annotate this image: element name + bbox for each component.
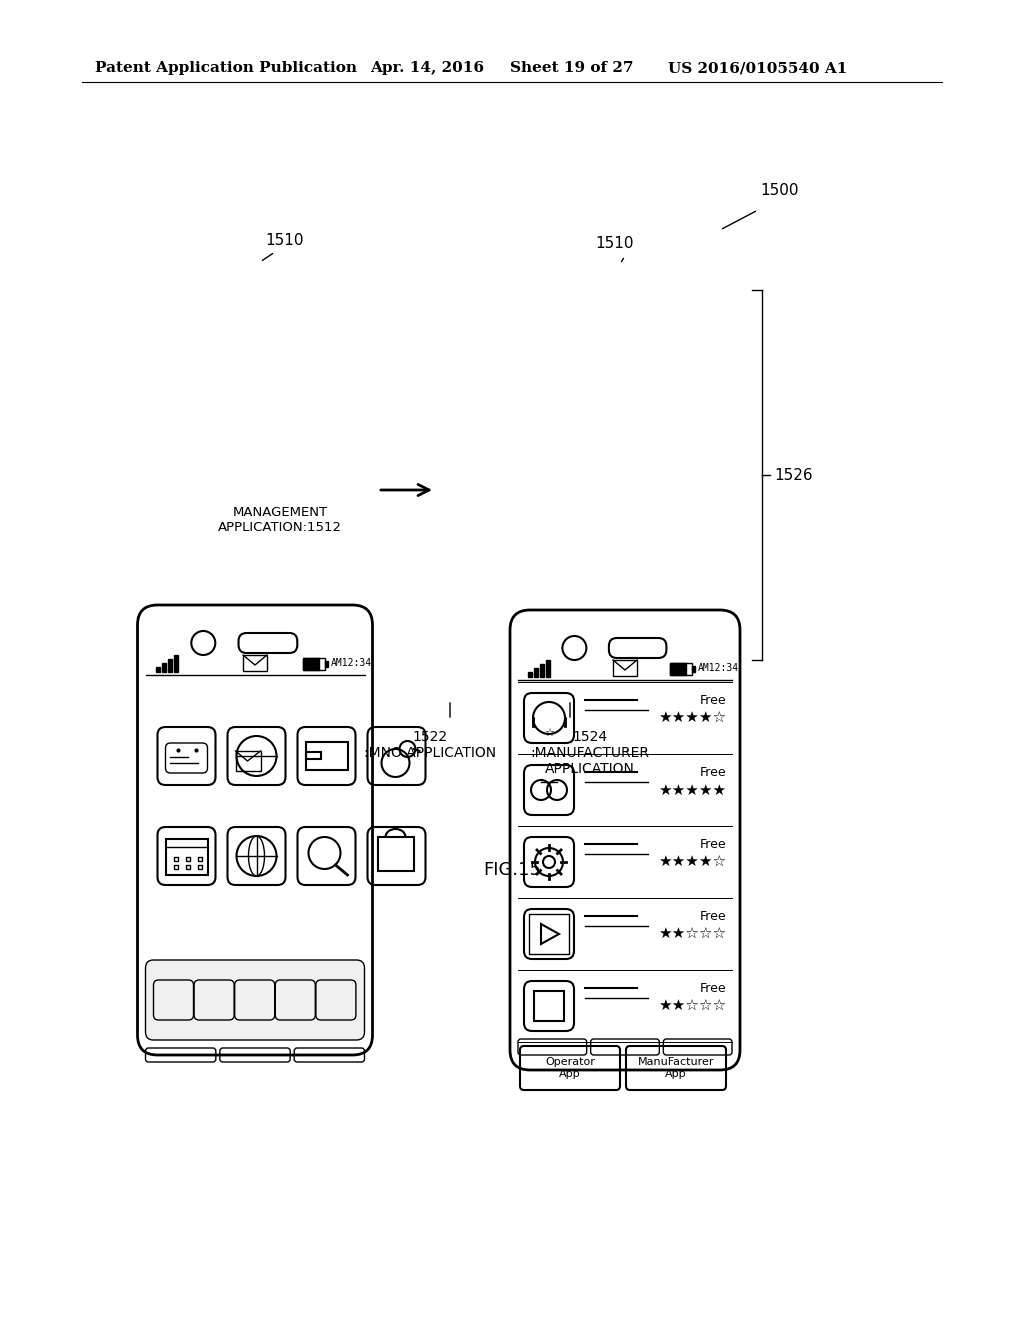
Bar [162,663,166,672]
Text: Free: Free [699,766,726,779]
Text: Apr. 14, 2016: Apr. 14, 2016 [370,61,484,75]
Bar [325,661,328,667]
Text: ★★☆☆☆: ★★☆☆☆ [657,927,726,941]
Bar [540,664,544,677]
Text: Free: Free [699,693,726,706]
Bar [236,751,260,771]
Bar [670,663,692,675]
Text: Free: Free [699,837,726,850]
Bar [302,657,318,671]
Bar [173,655,177,672]
Text: ManuFacturer
App: ManuFacturer App [638,1057,715,1078]
Bar [528,672,532,677]
Text: ★★☆☆☆: ★★☆☆☆ [657,998,726,1014]
FancyBboxPatch shape [145,960,365,1040]
Bar [166,840,208,875]
Text: ★★★★☆: ★★★★☆ [657,854,726,870]
Text: AM12:34: AM12:34 [698,663,739,673]
Text: 1524
:MANUFACTURER
APPLICATION: 1524 :MANUFACTURER APPLICATION [530,730,649,776]
Text: Free: Free [699,909,726,923]
Text: 1526: 1526 [774,467,813,483]
Bar [378,837,414,871]
Bar [302,657,325,671]
Text: 1500: 1500 [761,183,800,198]
Bar [529,913,569,954]
Bar [670,663,686,675]
Bar [534,991,564,1020]
Bar [243,655,267,671]
Text: Patent Application Publication: Patent Application Publication [95,61,357,75]
Bar [546,660,550,677]
Text: AM12:34: AM12:34 [331,657,372,668]
Text: ★★★★★: ★★★★★ [657,783,726,797]
Text: ☆: ☆ [544,729,554,738]
Text: US 2016/0105540 A1: US 2016/0105540 A1 [668,61,848,75]
Text: 1522
:MNO APPLICATION: 1522 :MNO APPLICATION [364,730,496,760]
Bar [534,668,538,677]
Text: MANAGEMENT
APPLICATION:1512: MANAGEMENT APPLICATION:1512 [218,506,342,535]
Text: Sheet 19 of 27: Sheet 19 of 27 [510,61,634,75]
Text: 1510: 1510 [266,234,304,248]
Bar [305,752,321,759]
Bar [168,659,171,672]
Bar [156,667,160,672]
Text: Free: Free [699,982,726,994]
Bar [613,660,637,676]
Text: 1510: 1510 [596,236,634,251]
Text: Operator
App: Operator App [545,1057,595,1078]
Text: ★★★★☆: ★★★★☆ [657,710,726,726]
Text: FIG.15: FIG.15 [483,861,541,879]
Bar [305,742,347,770]
Bar [692,667,695,672]
